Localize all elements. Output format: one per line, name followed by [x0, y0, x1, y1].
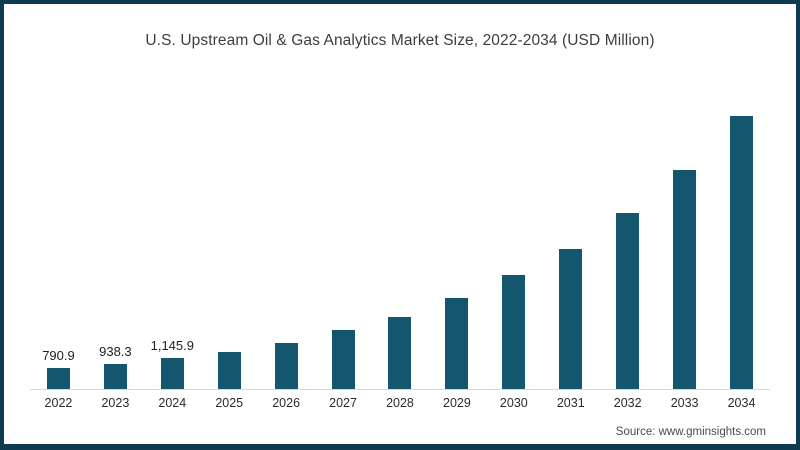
bar-2030 [502, 274, 526, 390]
bar-column-2025 [201, 64, 258, 390]
bar-2032 [616, 213, 640, 390]
x-axis-label-2032: 2032 [613, 396, 642, 410]
x-axis-tick-labels: 2022 2023 2024 2025 2026 2027 2028 2029 2030 2031… [30, 396, 770, 410]
bar-value-label-2024: 1,145.9 [150, 338, 194, 353]
x-axis-label-2034: 2034 [727, 396, 756, 410]
x-axis-label-2023: 2023 [101, 396, 130, 410]
bar-column-2024: 1,145.9 [144, 64, 201, 390]
x-axis-label-2027: 2027 [329, 396, 357, 410]
bar-value-label-2023: 938.3 [99, 343, 132, 359]
bar-column-2028 [372, 64, 429, 390]
x-axis-label-2028: 2028 [386, 396, 414, 410]
x-axis-label-2022: 2022 [44, 396, 73, 410]
bar-column-2034 [713, 64, 770, 390]
bar-2033 [673, 169, 697, 390]
bar-column-2033 [656, 64, 713, 390]
source-text: Source: www.gminsights.com [615, 426, 766, 438]
bar-2023 [103, 363, 127, 390]
bar-2031 [559, 248, 583, 390]
bar-column-2032 [599, 64, 656, 390]
x-axis-label-2025: 2025 [215, 396, 244, 410]
bar-2025 [217, 352, 241, 390]
bar-2029 [445, 297, 469, 390]
bar-2027 [331, 330, 355, 390]
plot-area: 790.9 938.3 1,145.9 [30, 64, 770, 390]
bar-2022 [46, 367, 70, 390]
bar-column-2031 [542, 64, 599, 390]
x-axis-label-2026: 2026 [272, 396, 301, 410]
chart-title: U.S. Upstream Oil & Gas Analytics Market… [145, 32, 655, 49]
x-axis-label-2024: 2024 [158, 396, 187, 410]
bar-series: 790.9 938.3 1,145.9 [30, 64, 770, 390]
bar-2034 [730, 116, 754, 390]
x-axis-label-2031: 2031 [556, 396, 585, 410]
bar-column-2030 [485, 64, 542, 390]
bar-2028 [388, 316, 412, 390]
x-axis-label-2029: 2029 [443, 396, 471, 410]
x-axis-label-2030: 2030 [499, 396, 528, 410]
bar-column-2022: 790.9 [30, 64, 87, 390]
x-axis-line [30, 389, 770, 390]
bar-column-2027 [315, 64, 372, 390]
bar-column-2029 [428, 64, 485, 390]
bar-2024 [160, 358, 184, 390]
bar-column-2023: 938.3 [87, 64, 144, 390]
bar-column-2026 [258, 64, 315, 390]
bar-2026 [274, 342, 298, 390]
bar-value-label-2022: 790.9 [42, 347, 75, 363]
x-axis-label-2033: 2033 [670, 396, 699, 410]
